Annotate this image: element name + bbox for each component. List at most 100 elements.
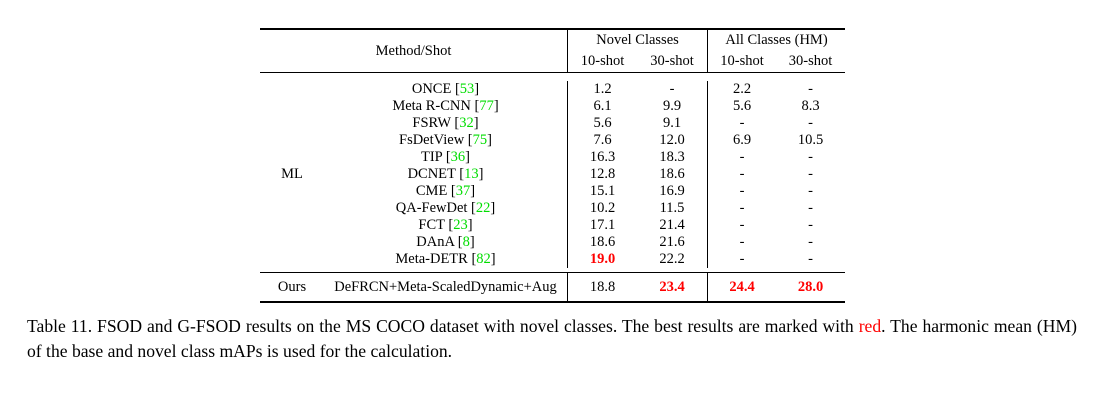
- table-row: TIP [36] 16.3 18.3 - -: [260, 149, 845, 166]
- table-body: ONCE [53] 1.2 - 2.2 - Meta R-CNN [77] 6.1 9.9 5.…: [260, 73, 845, 273]
- table-row: ONCE [53] 1.2 - 2.2 -: [260, 81, 845, 98]
- citation-link[interactable]: 32: [459, 115, 474, 131]
- method-cell: ONCE [53]: [411, 81, 480, 97]
- novel-10shot-value: 18.6: [567, 234, 637, 251]
- novel-30shot-value: 18.3: [659, 149, 685, 165]
- citation-link[interactable]: 77: [479, 98, 494, 114]
- novel-30shot-value: 16.9: [659, 183, 685, 199]
- header-all-classes: All Classes (HM): [707, 30, 845, 51]
- ours-novel-30shot-value: 23.4: [659, 279, 685, 295]
- all-10shot-value: -: [707, 217, 776, 234]
- novel-10shot-value: 19.0: [567, 251, 637, 268]
- group-label-cell: [260, 217, 324, 234]
- novel-30shot-value: 9.1: [662, 115, 682, 131]
- all-10shot-value: -: [707, 234, 776, 251]
- all-30shot-value: 8.3: [801, 98, 820, 114]
- ours-method-name: DeFRCN+Meta-ScaledDynamic+Aug: [334, 279, 557, 295]
- ours-row: Ours DeFRCN+Meta-ScaledDynamic+Aug 18.8 …: [260, 273, 845, 303]
- citation-link[interactable]: 53: [459, 81, 475, 97]
- all-10shot-value: -: [707, 183, 776, 200]
- header-all-30shot: 30-shot: [788, 53, 833, 69]
- novel-30shot-value: 12.0: [659, 132, 685, 148]
- results-table: Method/Shot Novel Classes All Classes (H…: [260, 28, 845, 303]
- all-10shot-value: 5.6: [707, 98, 776, 115]
- all-30shot-value: -: [808, 234, 813, 250]
- all-10shot-value: -: [707, 251, 776, 268]
- group-label-cell: [260, 183, 324, 200]
- table-row: Meta-DETR [82] 19.0 22.2 - -: [260, 251, 845, 268]
- all-30shot-value: -: [808, 81, 813, 97]
- ours-all-30shot-value: 28.0: [797, 279, 824, 295]
- table-row: FSRW [32] 5.6 9.1 - -: [260, 115, 845, 132]
- method-cell: DAnA [8]: [416, 234, 475, 250]
- group-label-cell: [260, 251, 324, 268]
- all-30shot-value: -: [808, 183, 813, 199]
- novel-10shot-value: 7.6: [567, 132, 637, 149]
- all-30shot-value: -: [808, 200, 813, 216]
- citation-link[interactable]: 37: [455, 183, 471, 199]
- citation-link[interactable]: 22: [475, 200, 491, 216]
- citation-link[interactable]: 13: [464, 166, 479, 182]
- table-row: CME [37] 15.1 16.9 - -: [260, 183, 845, 200]
- method-cell: FSRW [32]: [412, 115, 479, 131]
- all-10shot-value: -: [707, 115, 776, 132]
- group-label-cell: [260, 200, 324, 217]
- method-cell: FCT [23]: [418, 217, 473, 233]
- citation-link[interactable]: 82: [476, 251, 491, 267]
- novel-10shot-value: 10.2: [567, 200, 637, 217]
- table-row: FCT [23] 17.1 21.4 - -: [260, 217, 845, 234]
- citation-link[interactable]: 36: [450, 149, 466, 165]
- header-method-shot: Method/Shot: [375, 42, 452, 59]
- group-label-cell: [260, 234, 324, 251]
- header-all-10shot: 10-shot: [707, 51, 776, 72]
- method-cell: Meta-DETR [82]: [395, 251, 496, 267]
- novel-10shot-value: 6.1: [567, 98, 637, 115]
- header-novel-30shot: 30-shot: [650, 53, 694, 69]
- method-cell: DCNET [13]: [407, 166, 484, 182]
- all-30shot-value: -: [808, 166, 813, 182]
- all-30shot-value: -: [808, 251, 813, 267]
- group-label-cell: [260, 132, 324, 149]
- table-row: Meta R-CNN [77] 6.1 9.9 5.6 8.3: [260, 98, 845, 115]
- novel-10shot-value: 16.3: [567, 149, 637, 166]
- all-30shot-value: -: [808, 115, 813, 131]
- method-cell: QA-FewDet [22]: [395, 200, 496, 216]
- all-10shot-value: -: [707, 166, 776, 183]
- method-cell: Meta R-CNN [77]: [392, 98, 499, 114]
- header-novel-classes: Novel Classes: [567, 30, 707, 51]
- novel-10shot-value: 5.6: [567, 115, 637, 132]
- citation-link[interactable]: 23: [453, 217, 468, 233]
- method-cell: FsDetView [75]: [399, 132, 492, 148]
- table-row: QA-FewDet [22] 10.2 11.5 - -: [260, 200, 845, 217]
- novel-30shot-value: 21.6: [659, 234, 685, 250]
- table-caption: Table 11. FSOD and G-FSOD results on the…: [27, 314, 1077, 364]
- caption-text-part1: Table 11. FSOD and G-FSOD results on the…: [27, 316, 859, 336]
- novel-30shot-value: 11.5: [659, 200, 685, 216]
- all-10shot-value: -: [707, 200, 776, 217]
- all-30shot-value: -: [808, 217, 813, 233]
- novel-10shot-value: 1.2: [567, 81, 637, 98]
- method-cell: CME [37]: [415, 183, 476, 199]
- ours-group-label: Ours: [277, 279, 307, 295]
- all-10shot-value: 6.9: [707, 132, 776, 149]
- table-row: ML DCNET [13] 12.8 18.6 - -: [260, 166, 845, 183]
- group-label-cell: [260, 98, 324, 115]
- citation-link[interactable]: 8: [462, 234, 470, 250]
- group-label-cell: [260, 115, 324, 132]
- all-30shot-value: 10.5: [797, 132, 824, 148]
- novel-30shot-value: 18.6: [659, 166, 685, 182]
- table-header: Method/Shot Novel Classes All Classes (H…: [260, 30, 845, 73]
- citation-link[interactable]: 75: [472, 132, 488, 148]
- table-row: FsDetView [75] 7.6 12.0 6.9 10.5: [260, 132, 845, 149]
- novel-30shot-value: -: [669, 81, 675, 97]
- ours-all-10shot-value: 24.4: [707, 273, 776, 301]
- novel-30shot-value: 22.2: [659, 251, 685, 267]
- group-label-cell: ML: [281, 166, 303, 182]
- group-label-cell: [260, 81, 324, 98]
- novel-10shot-value: 15.1: [567, 183, 637, 200]
- method-cell: TIP [36]: [420, 149, 470, 165]
- novel-30shot-value: 9.9: [662, 98, 682, 114]
- novel-10shot-value: 12.8: [567, 166, 637, 183]
- table-row: DAnA [8] 18.6 21.6 - -: [260, 234, 845, 251]
